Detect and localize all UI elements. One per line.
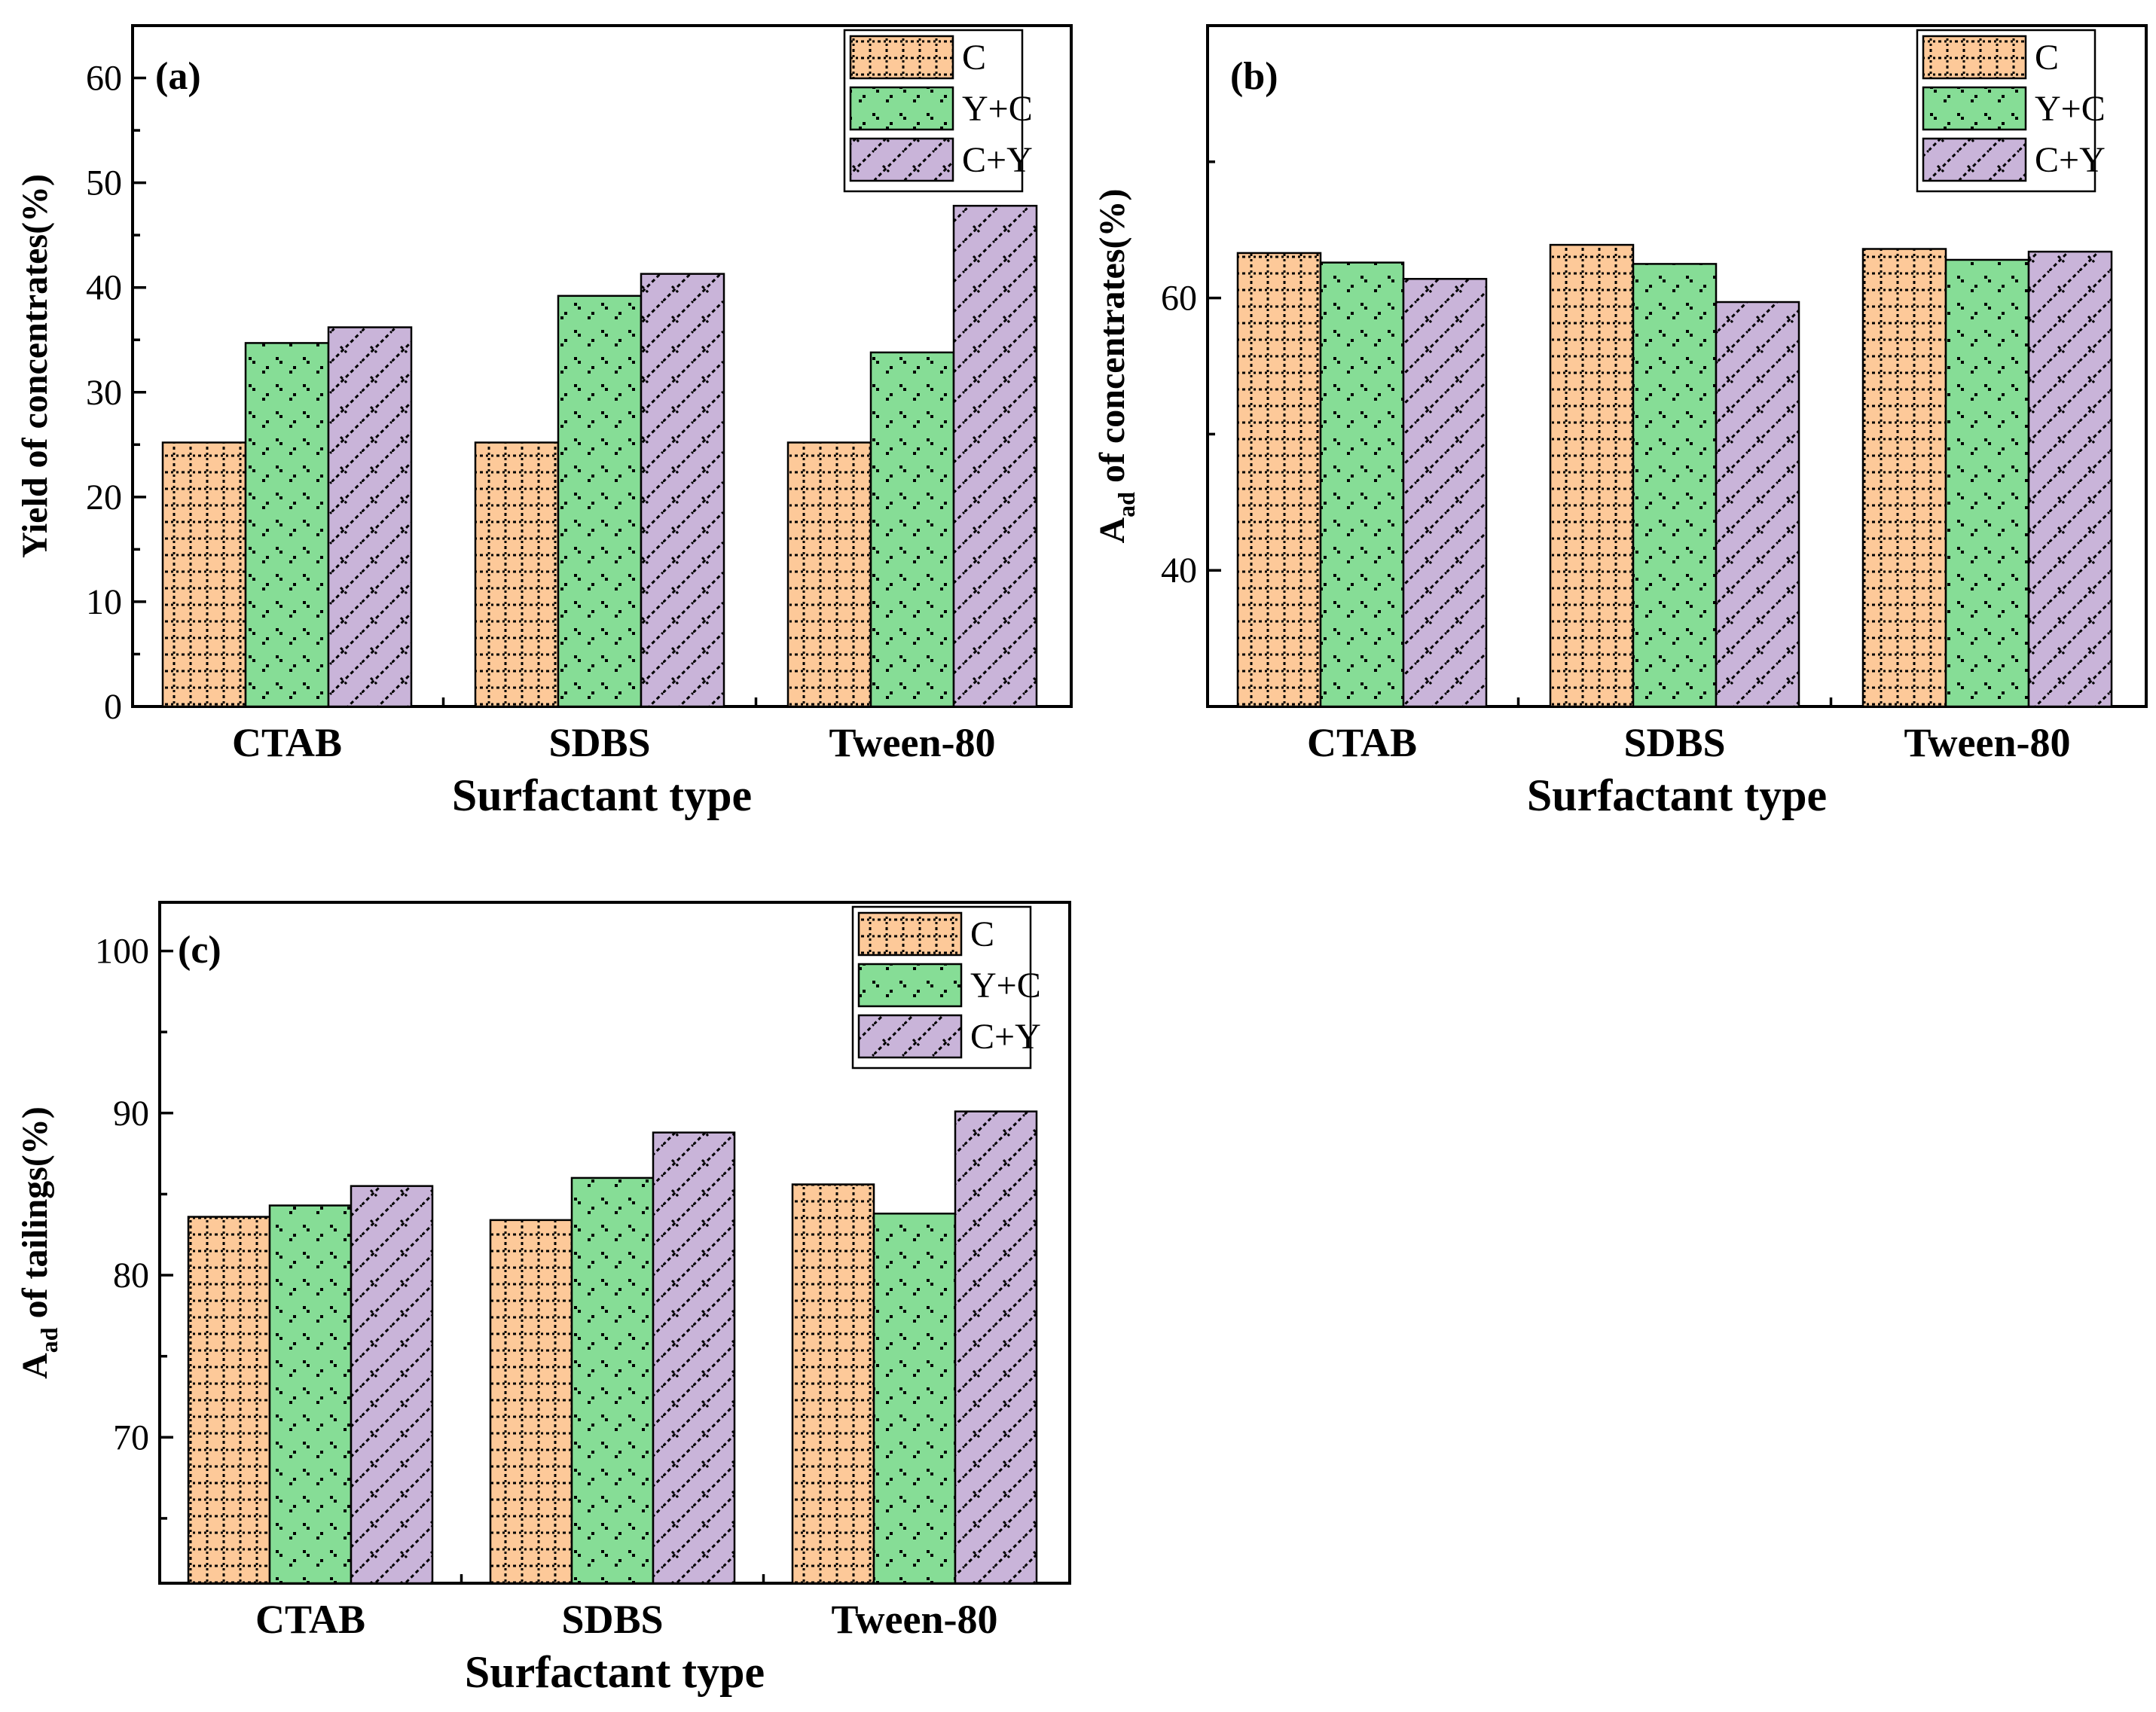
legend-swatch-cplusy bbox=[849, 137, 954, 182]
panel-c-y-ticks: 70 80 90 100 bbox=[95, 932, 173, 1520]
y-tick-label-30: 30 bbox=[86, 373, 122, 413]
bar-sdbs-yplusc bbox=[1632, 263, 1718, 708]
panel-c-y-axis-title-sub: ad bbox=[35, 1327, 63, 1353]
bar-ctab-c bbox=[187, 1216, 271, 1585]
panel-b-y-axis-title-rest: of concentrates(%) bbox=[1092, 189, 1132, 493]
legend-swatch-yplusc bbox=[1922, 86, 2027, 131]
bar-sdbs-cplusy bbox=[652, 1131, 736, 1585]
y-tick-label-10: 10 bbox=[86, 582, 122, 622]
y-tick-label-40: 40 bbox=[1161, 551, 1197, 591]
bar-tween-80-cplusy bbox=[2027, 250, 2113, 708]
panel-a-y-ticks: 0 10 20 30 40 50 60 bbox=[86, 24, 146, 727]
bar-tween-80-cplusy bbox=[954, 1110, 1038, 1585]
panel-b-bars bbox=[1236, 243, 2113, 708]
x-tick-label-ctab: CTAB bbox=[255, 1597, 365, 1642]
y-tick-label-40: 40 bbox=[86, 268, 122, 308]
legend-label-c: C bbox=[2035, 38, 2059, 78]
y-tick-label-0: 0 bbox=[104, 687, 122, 727]
bar-tween-80-cplusy bbox=[952, 204, 1038, 708]
legend-swatch-c bbox=[857, 911, 963, 957]
bar-sdbs-c bbox=[474, 441, 560, 708]
panel-c: (c) Surfactant type Aad of tailings(%) 7… bbox=[15, 901, 1071, 1697]
x-tick-label-ctab: CTAB bbox=[232, 720, 342, 765]
y-tick-label-90: 90 bbox=[113, 1094, 149, 1134]
bar-sdbs-cplusy bbox=[640, 273, 725, 708]
y-tick-label-80: 80 bbox=[113, 1256, 149, 1295]
x-tick-label-tween-80: Tween-80 bbox=[832, 1597, 998, 1642]
y-tick-label-100: 100 bbox=[95, 932, 149, 972]
legend-label-cplusy: C+Y bbox=[962, 140, 1033, 180]
legend-label-yplusc: Y+C bbox=[2035, 89, 2106, 129]
bar-sdbs-yplusc bbox=[557, 294, 643, 708]
x-tick-label-sdbs: SDBS bbox=[1623, 720, 1725, 765]
bar-ctab-cplusy bbox=[350, 1185, 434, 1585]
panel-c-y-axis-title-rest: of tailings(%) bbox=[15, 1106, 55, 1327]
bar-tween-80-yplusc bbox=[1944, 258, 2030, 708]
bar-sdbs-c bbox=[1549, 243, 1635, 708]
panel-b-label: (b) bbox=[1230, 55, 1278, 98]
bar-ctab-c bbox=[1236, 252, 1322, 708]
x-tick-label-sdbs: SDBS bbox=[561, 1597, 663, 1642]
panel-c-y-axis-title-main: A bbox=[15, 1353, 55, 1379]
panel-b-y-axis-title-main: A bbox=[1092, 517, 1132, 543]
bar-ctab-yplusc bbox=[268, 1204, 353, 1585]
panel-c-bars bbox=[187, 1110, 1038, 1585]
legend-label-c: C bbox=[970, 914, 994, 954]
y-tick-label-70: 70 bbox=[113, 1418, 149, 1457]
panel-a-y-axis-title: Yield of concentrates(%) bbox=[15, 174, 55, 558]
bar-tween-80-c bbox=[786, 441, 872, 708]
y-tick-label-20: 20 bbox=[86, 478, 122, 517]
x-tick-label-sdbs: SDBS bbox=[548, 720, 650, 765]
panel-b-y-axis-title-sub: ad bbox=[1113, 492, 1140, 517]
panel-a-x-ticks: CTAB SDBS Tween-80 bbox=[232, 697, 996, 765]
bar-tween-80-yplusc bbox=[872, 1213, 957, 1585]
legend-label-yplusc: Y+C bbox=[970, 966, 1041, 1006]
bar-tween-80-c bbox=[1861, 248, 1947, 708]
panel-c-legend: C Y+C C+Y bbox=[851, 905, 1041, 1070]
bar-ctab-cplusy bbox=[327, 326, 413, 708]
x-tick-label-ctab: CTAB bbox=[1307, 720, 1417, 765]
panel-c-label: (c) bbox=[178, 929, 221, 972]
bar-tween-80-c bbox=[791, 1183, 875, 1585]
legend-swatch-c bbox=[1922, 35, 2027, 80]
bar-ctab-yplusc bbox=[1319, 261, 1405, 708]
bar-ctab-cplusy bbox=[1402, 278, 1488, 708]
legend-swatch-cplusy bbox=[857, 1014, 963, 1059]
panel-c-y-axis-title: Aad of tailings(%) bbox=[15, 1106, 63, 1379]
panel-b: (b) Surfactant type Aad of concentrates(… bbox=[1092, 24, 2148, 820]
legend-label-yplusc: Y+C bbox=[962, 89, 1033, 129]
bar-sdbs-c bbox=[489, 1219, 573, 1585]
bar-sdbs-cplusy bbox=[1715, 301, 1800, 708]
panel-b-y-ticks: 40 60 bbox=[1161, 24, 1221, 708]
legend-swatch-c bbox=[849, 35, 954, 80]
bar-ctab-c bbox=[161, 441, 247, 708]
bar-ctab-yplusc bbox=[244, 342, 330, 708]
bar-tween-80-yplusc bbox=[869, 351, 955, 708]
panel-a-bars bbox=[161, 204, 1038, 708]
panel-a-label: (a) bbox=[155, 55, 201, 98]
legend-label-cplusy: C+Y bbox=[2035, 140, 2106, 180]
panel-b-y-axis-title: Aad of concentrates(%) bbox=[1092, 189, 1140, 544]
x-tick-label-tween-80: Tween-80 bbox=[829, 720, 996, 765]
panel-c-x-ticks: CTAB SDBS Tween-80 bbox=[255, 1574, 998, 1642]
y-tick-label-60: 60 bbox=[86, 59, 122, 99]
panel-b-x-axis-title: Surfactant type bbox=[1527, 771, 1827, 820]
bar-sdbs-yplusc bbox=[570, 1176, 655, 1585]
panel-a: (a) Surfactant type Yield of concentrate… bbox=[15, 24, 1073, 820]
legend-label-c: C bbox=[962, 38, 986, 78]
panel-b-legend: C Y+C C+Y bbox=[1916, 29, 2106, 193]
y-tick-label-50: 50 bbox=[86, 163, 122, 203]
panel-a-legend: C Y+C C+Y bbox=[843, 29, 1033, 193]
legend-swatch-yplusc bbox=[857, 963, 963, 1008]
y-tick-label-60: 60 bbox=[1161, 279, 1197, 319]
panel-c-x-axis-title: Surfactant type bbox=[465, 1647, 765, 1697]
panel-a-x-axis-title: Surfactant type bbox=[452, 771, 752, 820]
legend-label-cplusy: C+Y bbox=[970, 1017, 1041, 1057]
legend-swatch-cplusy bbox=[1922, 137, 2027, 182]
legend-swatch-yplusc bbox=[849, 86, 954, 131]
x-tick-label-tween-80: Tween-80 bbox=[1904, 720, 2071, 765]
panel-b-x-ticks: CTAB SDBS Tween-80 bbox=[1307, 697, 2071, 765]
